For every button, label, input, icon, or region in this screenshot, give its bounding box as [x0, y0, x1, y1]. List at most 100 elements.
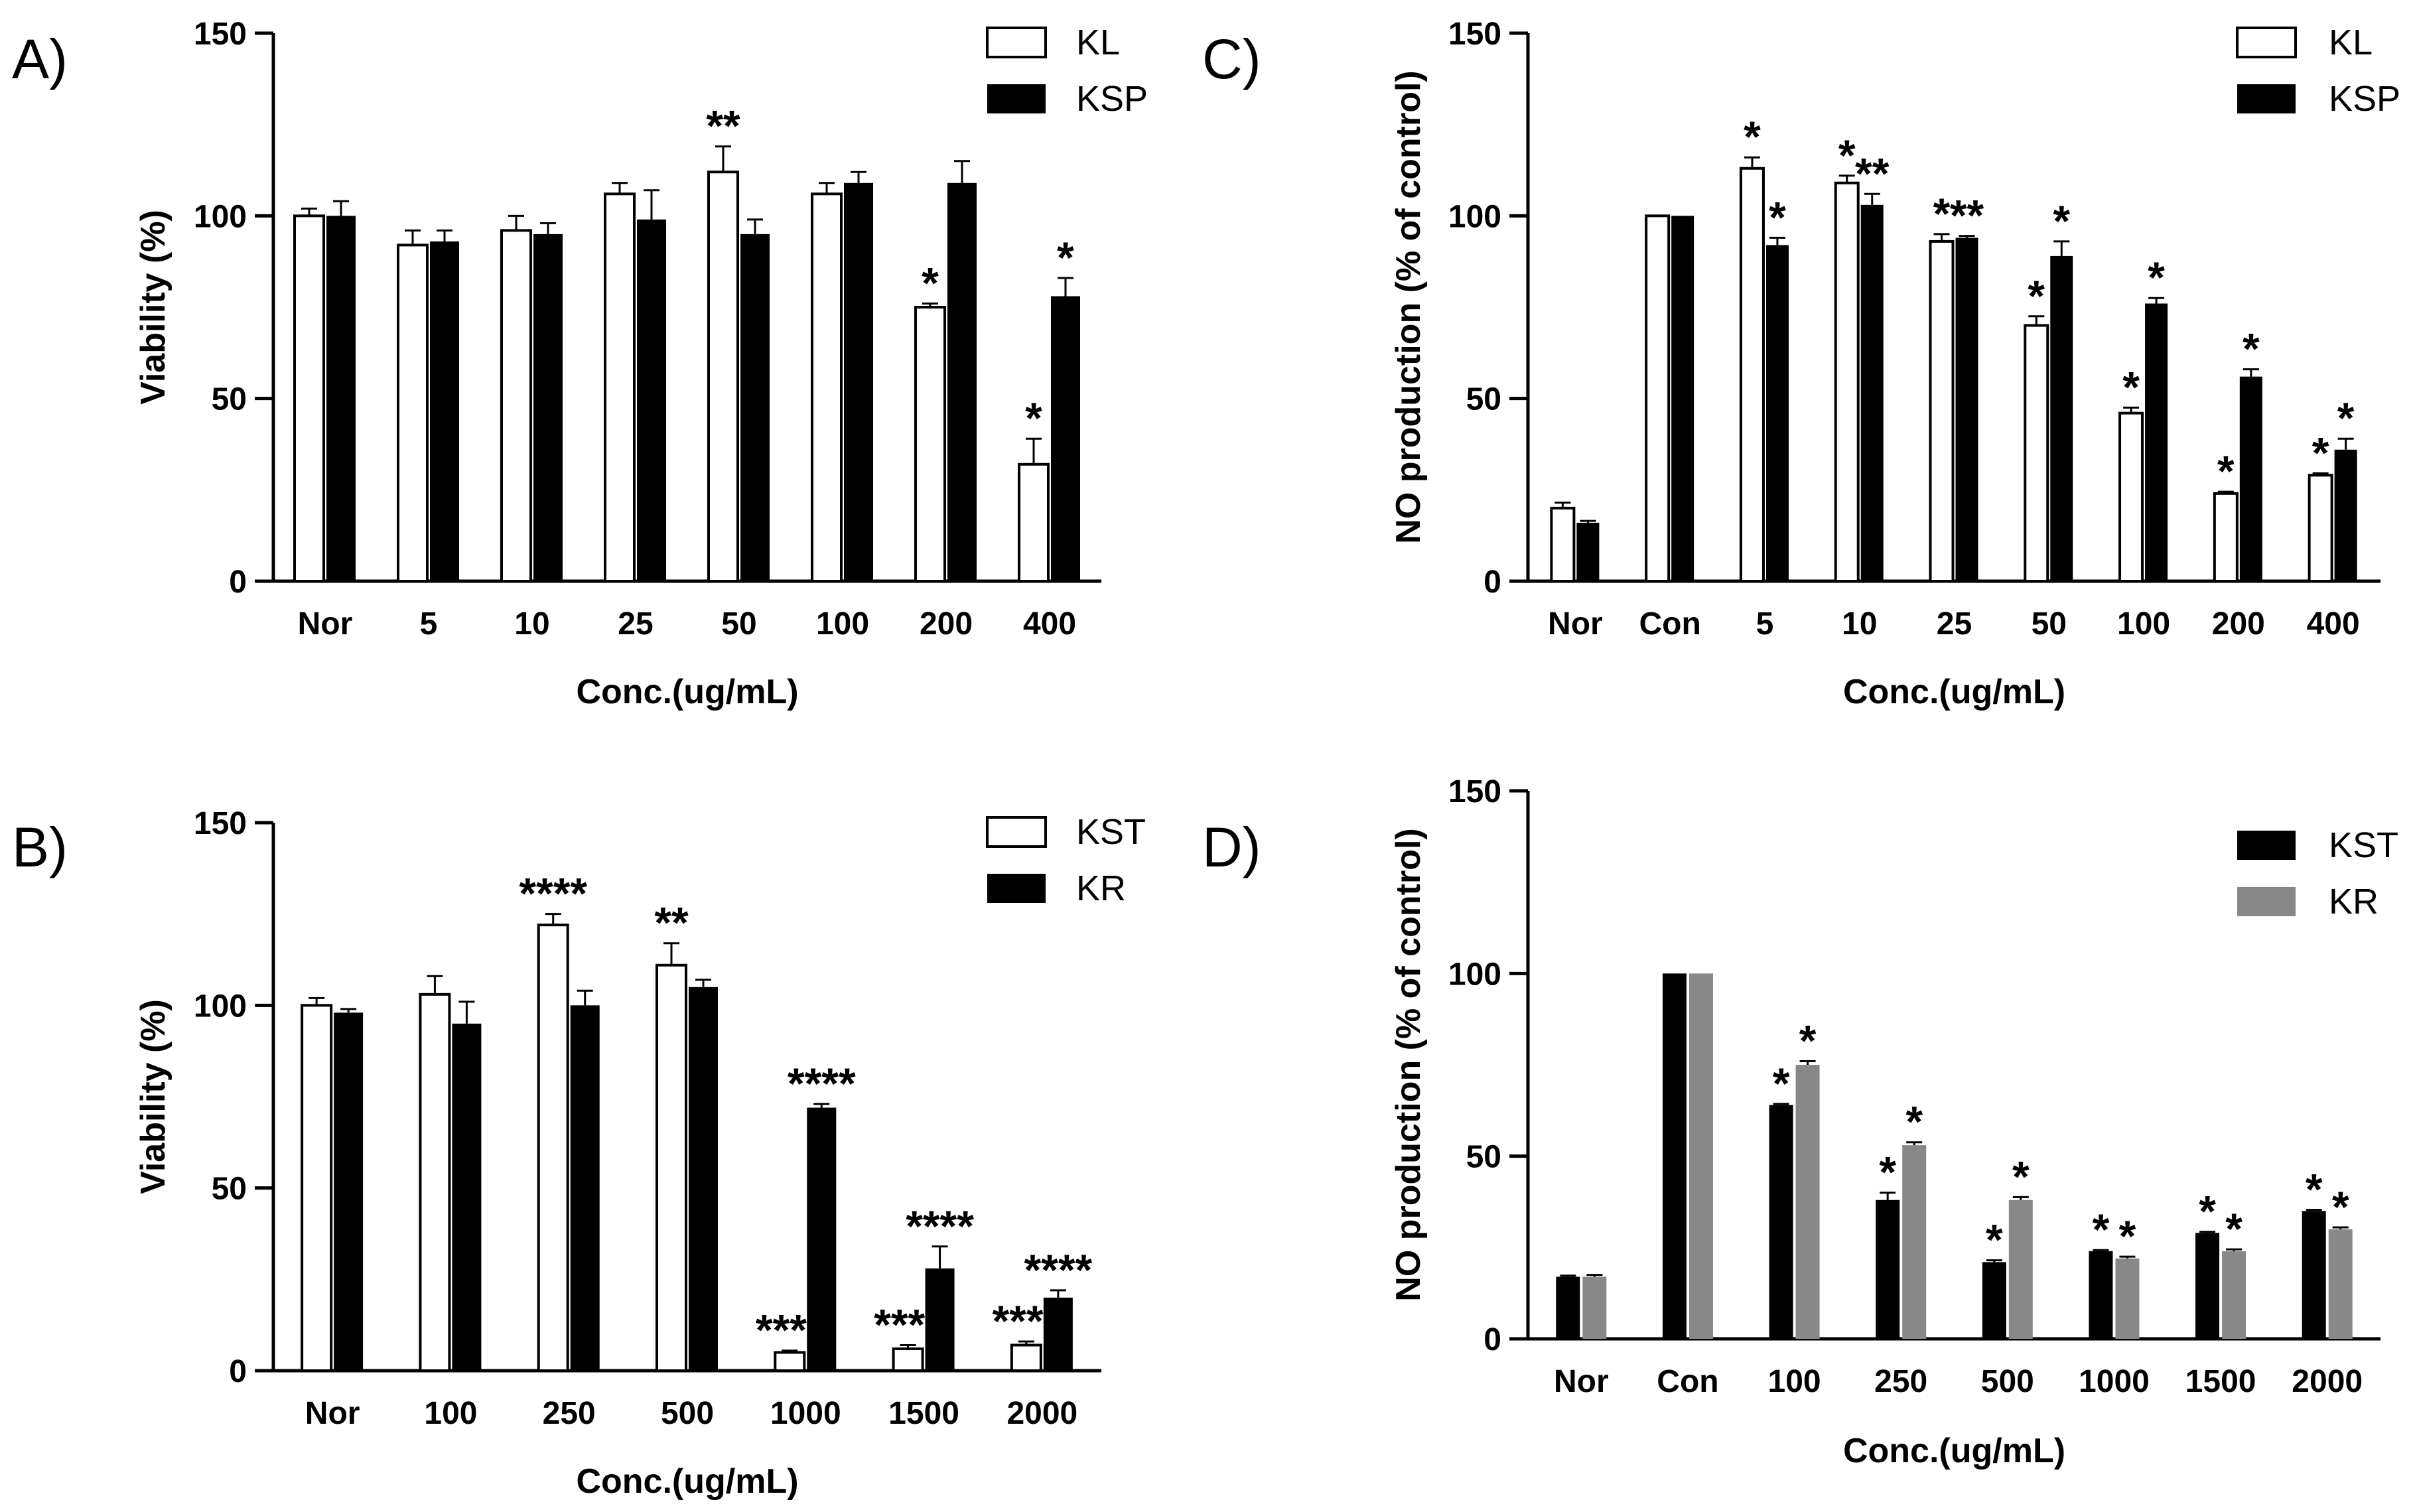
- significance-mark: *: [2312, 429, 2329, 478]
- significance-mark: *: [1025, 393, 1042, 443]
- panel-label: A): [12, 28, 68, 90]
- x-tick-label: Nor: [298, 606, 353, 642]
- significance-mark: *: [2119, 1211, 2136, 1261]
- x-tick-label: 100: [1768, 1364, 1821, 1399]
- bar-kr-1000: [2115, 1258, 2140, 1339]
- bar-ksp-100: [2145, 303, 2168, 581]
- significance-mark: *: [2225, 1204, 2243, 1253]
- y-tick-label: 150: [194, 806, 247, 841]
- significance-mark: *: [2306, 1165, 2323, 1214]
- x-tick-label: 1000: [2079, 1364, 2150, 1399]
- bar-kst-250: [537, 924, 569, 1372]
- bar-kr-nor: [1582, 1276, 1607, 1339]
- significance-mark: *: [2332, 1182, 2349, 1231]
- bar-kr-1500: [925, 1268, 955, 1371]
- significance-mark: *: [2217, 447, 2235, 496]
- y-tick-label: 0: [1484, 565, 1501, 600]
- y-tick-label: 100: [194, 199, 247, 234]
- bar-kl-100: [2118, 411, 2144, 583]
- x-tick-label: 10: [1842, 606, 1877, 642]
- bar-kl-con: [1645, 214, 1671, 583]
- x-tick-label: Nor: [1554, 1364, 1609, 1399]
- bar-kst-con: [1662, 973, 1687, 1339]
- x-tick-label: 200: [920, 606, 973, 642]
- legend-label-kst: KST: [2329, 825, 2398, 865]
- bar-kl-50: [2024, 324, 2049, 583]
- bar-kl-200: [914, 306, 946, 583]
- significance-mark: *: [2028, 271, 2045, 320]
- legend-label-kr: KR: [2329, 882, 2379, 922]
- significance-mark: *: [1838, 131, 1856, 180]
- x-tick-label: 500: [1981, 1364, 2034, 1399]
- significance-mark: ****: [788, 1059, 856, 1108]
- significance-mark: *: [2243, 324, 2260, 374]
- x-tick-label: 250: [1874, 1364, 1927, 1399]
- bar-kl-nor: [293, 214, 325, 583]
- x-tick-label: 100: [424, 1396, 477, 1431]
- x-tick-label: 100: [2117, 606, 2170, 642]
- panel-label: C): [1202, 28, 1261, 90]
- bar-kl-25: [1929, 240, 1955, 583]
- significance-mark: ****: [874, 1300, 942, 1349]
- significance-mark: **: [654, 898, 689, 947]
- bar-kl-400: [1018, 462, 1050, 583]
- bar-kl-50: [707, 171, 739, 583]
- bar-kst-1000: [2089, 1251, 2113, 1339]
- x-tick-label: 5: [1756, 606, 1774, 642]
- bar-kr-1000: [807, 1107, 837, 1371]
- x-tick-label: 50: [2032, 606, 2067, 642]
- bar-kr-100: [452, 1023, 482, 1371]
- bar-kst-2000: [1010, 1343, 1042, 1373]
- y-tick-label: 50: [1466, 382, 1501, 417]
- legend-swatch-ksp: [987, 84, 1046, 113]
- chart-panel-d: D) 0 50 100 150 NO production (% of control) C…: [1202, 774, 2398, 1470]
- bar-ksp-400: [1051, 296, 1080, 581]
- legend-swatch-kl: [2236, 27, 2297, 58]
- panel-label: D): [1202, 816, 1261, 878]
- bar-kl-nor: [1550, 506, 1576, 583]
- x-axis-title: Conc.(ug/mL): [1843, 673, 2065, 711]
- bar-ksp-10: [533, 234, 563, 581]
- y-tick-label: 0: [229, 565, 247, 600]
- significance-mark: *: [1905, 1097, 1923, 1146]
- bar-ksp-200: [947, 182, 977, 582]
- legend-swatch-kst: [986, 816, 1047, 848]
- bar-kl-5: [1739, 167, 1765, 583]
- y-axis-title: Viability (%): [134, 210, 173, 405]
- legend-swatch-kl: [986, 27, 1047, 58]
- legend-label-kl: KL: [1076, 23, 1120, 62]
- x-tick-label: Con: [1639, 606, 1701, 642]
- x-tick-label: 400: [1023, 606, 1076, 642]
- x-tick-label: Con: [1657, 1364, 1718, 1399]
- significance-mark: *: [1773, 1059, 1790, 1108]
- bar-ksp-con: [1671, 216, 1694, 581]
- y-tick-label: 150: [1448, 17, 1501, 52]
- significance-mark: *: [2012, 1152, 2030, 1201]
- legend-label-kr: KR: [1076, 868, 1126, 908]
- x-tick-label: Nor: [1548, 606, 1603, 642]
- significance-mark: *: [1057, 233, 1074, 282]
- significance-mark: ****: [519, 869, 587, 918]
- x-tick-label: 100: [816, 606, 869, 642]
- significance-mark: *: [1933, 189, 1951, 238]
- x-tick-label: 1500: [888, 1396, 959, 1431]
- bar-kr-1500: [2222, 1251, 2246, 1339]
- legend-swatch-ksp: [2237, 84, 2296, 113]
- y-tick-label: 150: [1448, 774, 1501, 809]
- bar-kst-1000: [774, 1351, 806, 1373]
- x-tick-label: 1500: [2185, 1364, 2256, 1399]
- bar-ksp-5: [1765, 245, 1789, 581]
- bar-kl-10: [1834, 181, 1860, 583]
- bar-ksp-25: [1955, 238, 1978, 582]
- x-tick-label: 400: [2307, 606, 2360, 642]
- y-tick-label: 100: [1448, 199, 1501, 234]
- significance-mark: *: [922, 258, 939, 307]
- significance-mark: *: [2122, 362, 2140, 411]
- x-tick-label: 50: [721, 606, 756, 642]
- x-axis-title: Conc.(ug/mL): [576, 673, 798, 711]
- significance-mark: *: [2337, 393, 2355, 443]
- significance-mark: **: [1950, 191, 1984, 240]
- bar-kr-250: [570, 1005, 600, 1371]
- significance-mark: ****: [1024, 1245, 1092, 1294]
- bar-kl-200: [2213, 492, 2239, 583]
